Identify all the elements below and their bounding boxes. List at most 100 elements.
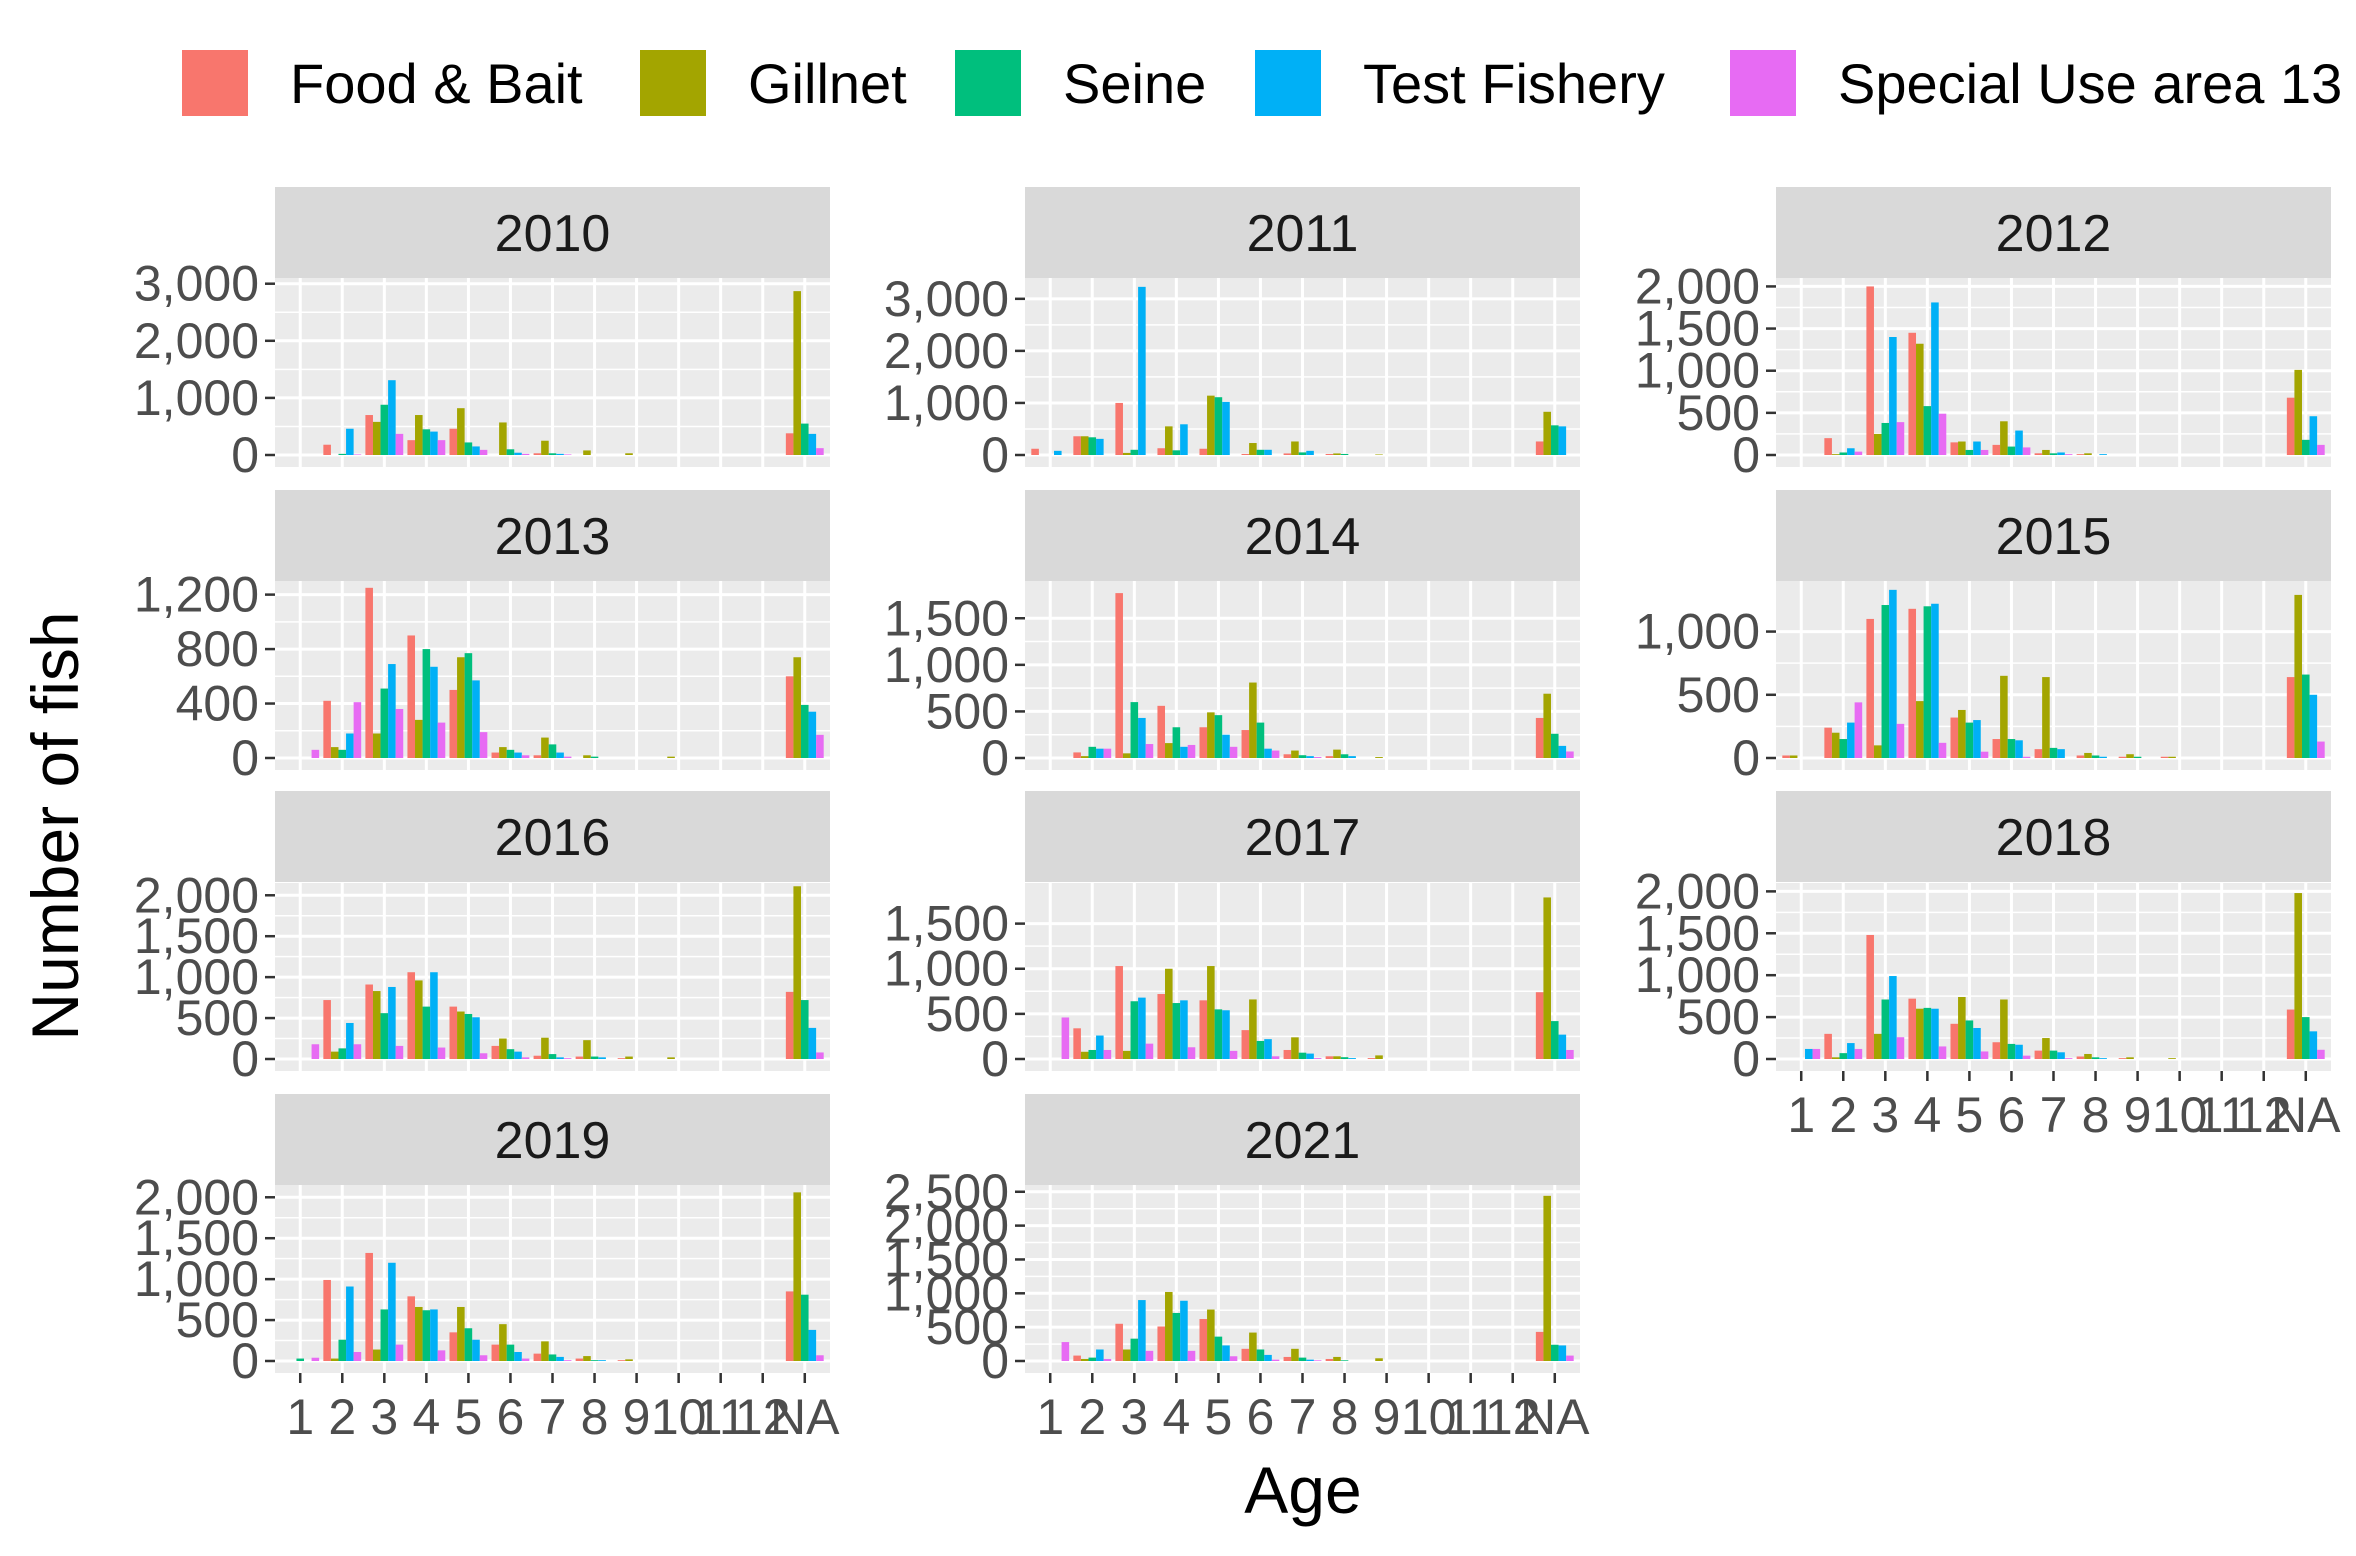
y-axis-2015: 0 500 1,000 (1635, 604, 1776, 786)
bar-2019-2-s5 (353, 1351, 362, 1361)
bar-2018-3-s2 (1873, 1033, 1882, 1059)
bar-2017-4-s1 (1157, 994, 1166, 1059)
bar-2014-NA-s5 (1566, 751, 1574, 758)
bar-2012-NA-s3 (2301, 439, 2310, 455)
bar-2019-6-s4 (514, 1351, 522, 1361)
bar-2010-NA-s1 (785, 433, 794, 455)
chart-panels: 201001,0002,0003,000201101,0002,0003,000… (134, 187, 2341, 1445)
bar-2019-5-s2 (457, 1306, 465, 1361)
bar-2014-4-s3 (1172, 727, 1181, 758)
bar-2015-3-s1 (1866, 618, 1874, 758)
bar-2017-3-s2 (1122, 1050, 1131, 1059)
bar-2018-NA-s3 (2301, 1017, 2310, 1059)
bar-2016-10-s2 (667, 1057, 675, 1059)
bar-2014-NA-s3 (1550, 733, 1559, 758)
bar-2010-7-s5 (563, 454, 572, 455)
bar-2013-4-s1 (407, 635, 416, 758)
bar-2011-1-s1 (1031, 448, 1039, 455)
bar-2019-8-s4 (598, 1360, 606, 1361)
bar-2016-4-s5 (437, 1047, 446, 1059)
bar-2017-4-s5 (1187, 1047, 1196, 1059)
bar-2019-7-s4 (556, 1356, 564, 1361)
bar-2019-9-s1 (617, 1360, 626, 1361)
bar-2019-4-s3 (422, 1310, 431, 1361)
bar-2021-4-s3 (1172, 1312, 1181, 1361)
bar-2014-8-s1 (1325, 756, 1334, 758)
bar-2015-7-s1 (2034, 749, 2043, 758)
bar-2016-8-s3 (590, 1056, 599, 1059)
bar-2017-2-s3 (1088, 1049, 1097, 1059)
gridlines-2018 (1776, 883, 2331, 1071)
bar-2019-6-s5 (521, 1358, 530, 1361)
y-tick-label: 1,500 (884, 896, 1009, 952)
bar-2017-8-s2 (1333, 1056, 1341, 1059)
bar-2015-3-s3 (1881, 605, 1890, 758)
x-tick-label: 3 (1120, 1389, 1148, 1445)
bar-2012-6-s4 (2015, 430, 2023, 455)
bar-2012-8-s4 (2099, 454, 2107, 455)
bar-2021-1-s5 (1061, 1342, 1070, 1361)
bar-2016-3-s3 (380, 1013, 389, 1059)
bar-2019-8-s1 (575, 1358, 584, 1361)
bar-2014-9-s2 (1375, 757, 1383, 758)
bar-2013-7-s4 (556, 752, 564, 758)
bar-2013-2-s1 (323, 700, 331, 758)
y-tick-label: 1,500 (884, 590, 1009, 646)
bar-2018-3-s4 (1889, 976, 1897, 1059)
bar-2018-8-s4 (2099, 1058, 2107, 1059)
bar-2016-7-s1 (533, 1055, 542, 1059)
bar-2011-8-s1 (1325, 453, 1334, 455)
strip-2018 (1776, 791, 2331, 882)
bar-2015-4-s4 (1931, 603, 1939, 758)
bar-2014-2-s2 (1080, 756, 1089, 758)
bar-2018-5-s5 (1980, 1051, 1989, 1059)
y-tick-label: 0 (1732, 730, 1760, 786)
bar-2015-NA-s5 (2317, 741, 2325, 758)
bar-2014-4-s1 (1157, 705, 1166, 758)
bar-2012-8-s1 (2076, 454, 2085, 455)
bar-2018-NA-s1 (2286, 1009, 2295, 1059)
bar-2021-3-s2 (1122, 1349, 1131, 1361)
bars-2011 (1031, 286, 1567, 455)
bar-2010-NA-s5 (816, 448, 824, 455)
bar-2018-9-s1 (2118, 1058, 2127, 1059)
y-tick-label: 0 (231, 427, 259, 483)
bar-2017-1-s5 (1061, 1017, 1070, 1059)
bar-2015-6-s5 (2022, 756, 2031, 758)
strip-2016 (275, 791, 830, 882)
bar-2010-5-s2 (457, 408, 465, 455)
bar-2016-6-s3 (506, 1049, 515, 1059)
bar-2017-3-s3 (1130, 1001, 1139, 1059)
bar-2015-7-s4 (2057, 749, 2065, 758)
y-tick-label: 2,000 (134, 1169, 259, 1225)
bar-2016-2-s1 (323, 1000, 331, 1059)
x-tick-label: 4 (1162, 1389, 1190, 1445)
bar-2018-7-s4 (2057, 1052, 2065, 1059)
bar-2011-8-s2 (1333, 453, 1341, 455)
legend-label-5: Special Use area 13 (1838, 52, 2342, 115)
bar-2010-NA-s4 (808, 433, 817, 455)
bars-2019 (296, 1192, 824, 1361)
bar-2018-8-s3 (2091, 1057, 2100, 1059)
strip-2015 (1776, 490, 2331, 581)
bar-2010-5-s1 (449, 428, 458, 455)
bar-2016-8-s4 (598, 1057, 606, 1059)
bar-2014-8-s3 (1340, 754, 1349, 758)
bar-2017-2-s5 (1103, 1049, 1112, 1059)
bar-2021-5-s4 (1222, 1345, 1230, 1361)
y-tick-label: 400 (176, 676, 259, 732)
bar-2014-7-s5 (1313, 757, 1322, 758)
bar-2013-2-s2 (330, 747, 339, 758)
bar-2012-3-s2 (1873, 433, 1882, 455)
bar-2017-6-s1 (1241, 1030, 1250, 1059)
bar-2017-3-s4 (1138, 997, 1146, 1059)
bar-2016-6-s1 (491, 1045, 500, 1059)
bar-2017-NA-s1 (1535, 992, 1544, 1059)
bars-2010 (323, 291, 824, 455)
